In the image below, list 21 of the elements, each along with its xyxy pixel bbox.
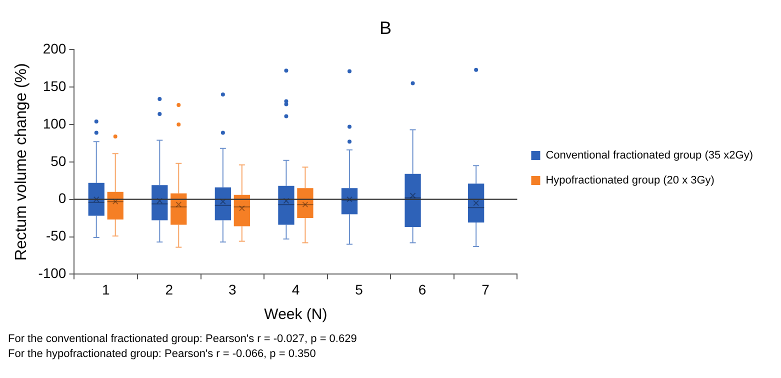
y-tick-label: 0 (58, 190, 66, 206)
y-tick-label: 100 (42, 115, 66, 132)
x-tick-label: 6 (418, 281, 426, 298)
chart-title: B (379, 18, 392, 38)
text: For the conventional fractionated group: Pearson's r = -0.027, p = 0.629 (8, 332, 358, 347)
y-axis-title: Rectum volume change (%) (13, 63, 30, 261)
legend-label: Conventional fractionated group (35 x2Gy) (546, 150, 754, 162)
y-tick-label: 150 (42, 78, 66, 94)
y-tick-label: -100 (38, 265, 66, 282)
text: For the hypofractionated group: Pearson's r = -0.066, p = 0.350 (8, 347, 317, 362)
x-tick-label: 7 (482, 281, 490, 298)
y-tick-label: 50 (50, 152, 66, 169)
x-tick-label: 5 (355, 281, 364, 298)
y-tick-label: 200 (42, 40, 66, 56)
x-tick-label: 1 (102, 281, 110, 298)
x-tick-label: 4 (292, 281, 300, 298)
legend-label: Hypofractionated group (20 x 3Gy) (546, 174, 714, 187)
x-axis-title: Week (N) (264, 306, 328, 324)
x-tick-label: 2 (165, 281, 174, 298)
y-tick-label: -50 (46, 228, 66, 244)
x-tick-label: 3 (228, 281, 237, 298)
